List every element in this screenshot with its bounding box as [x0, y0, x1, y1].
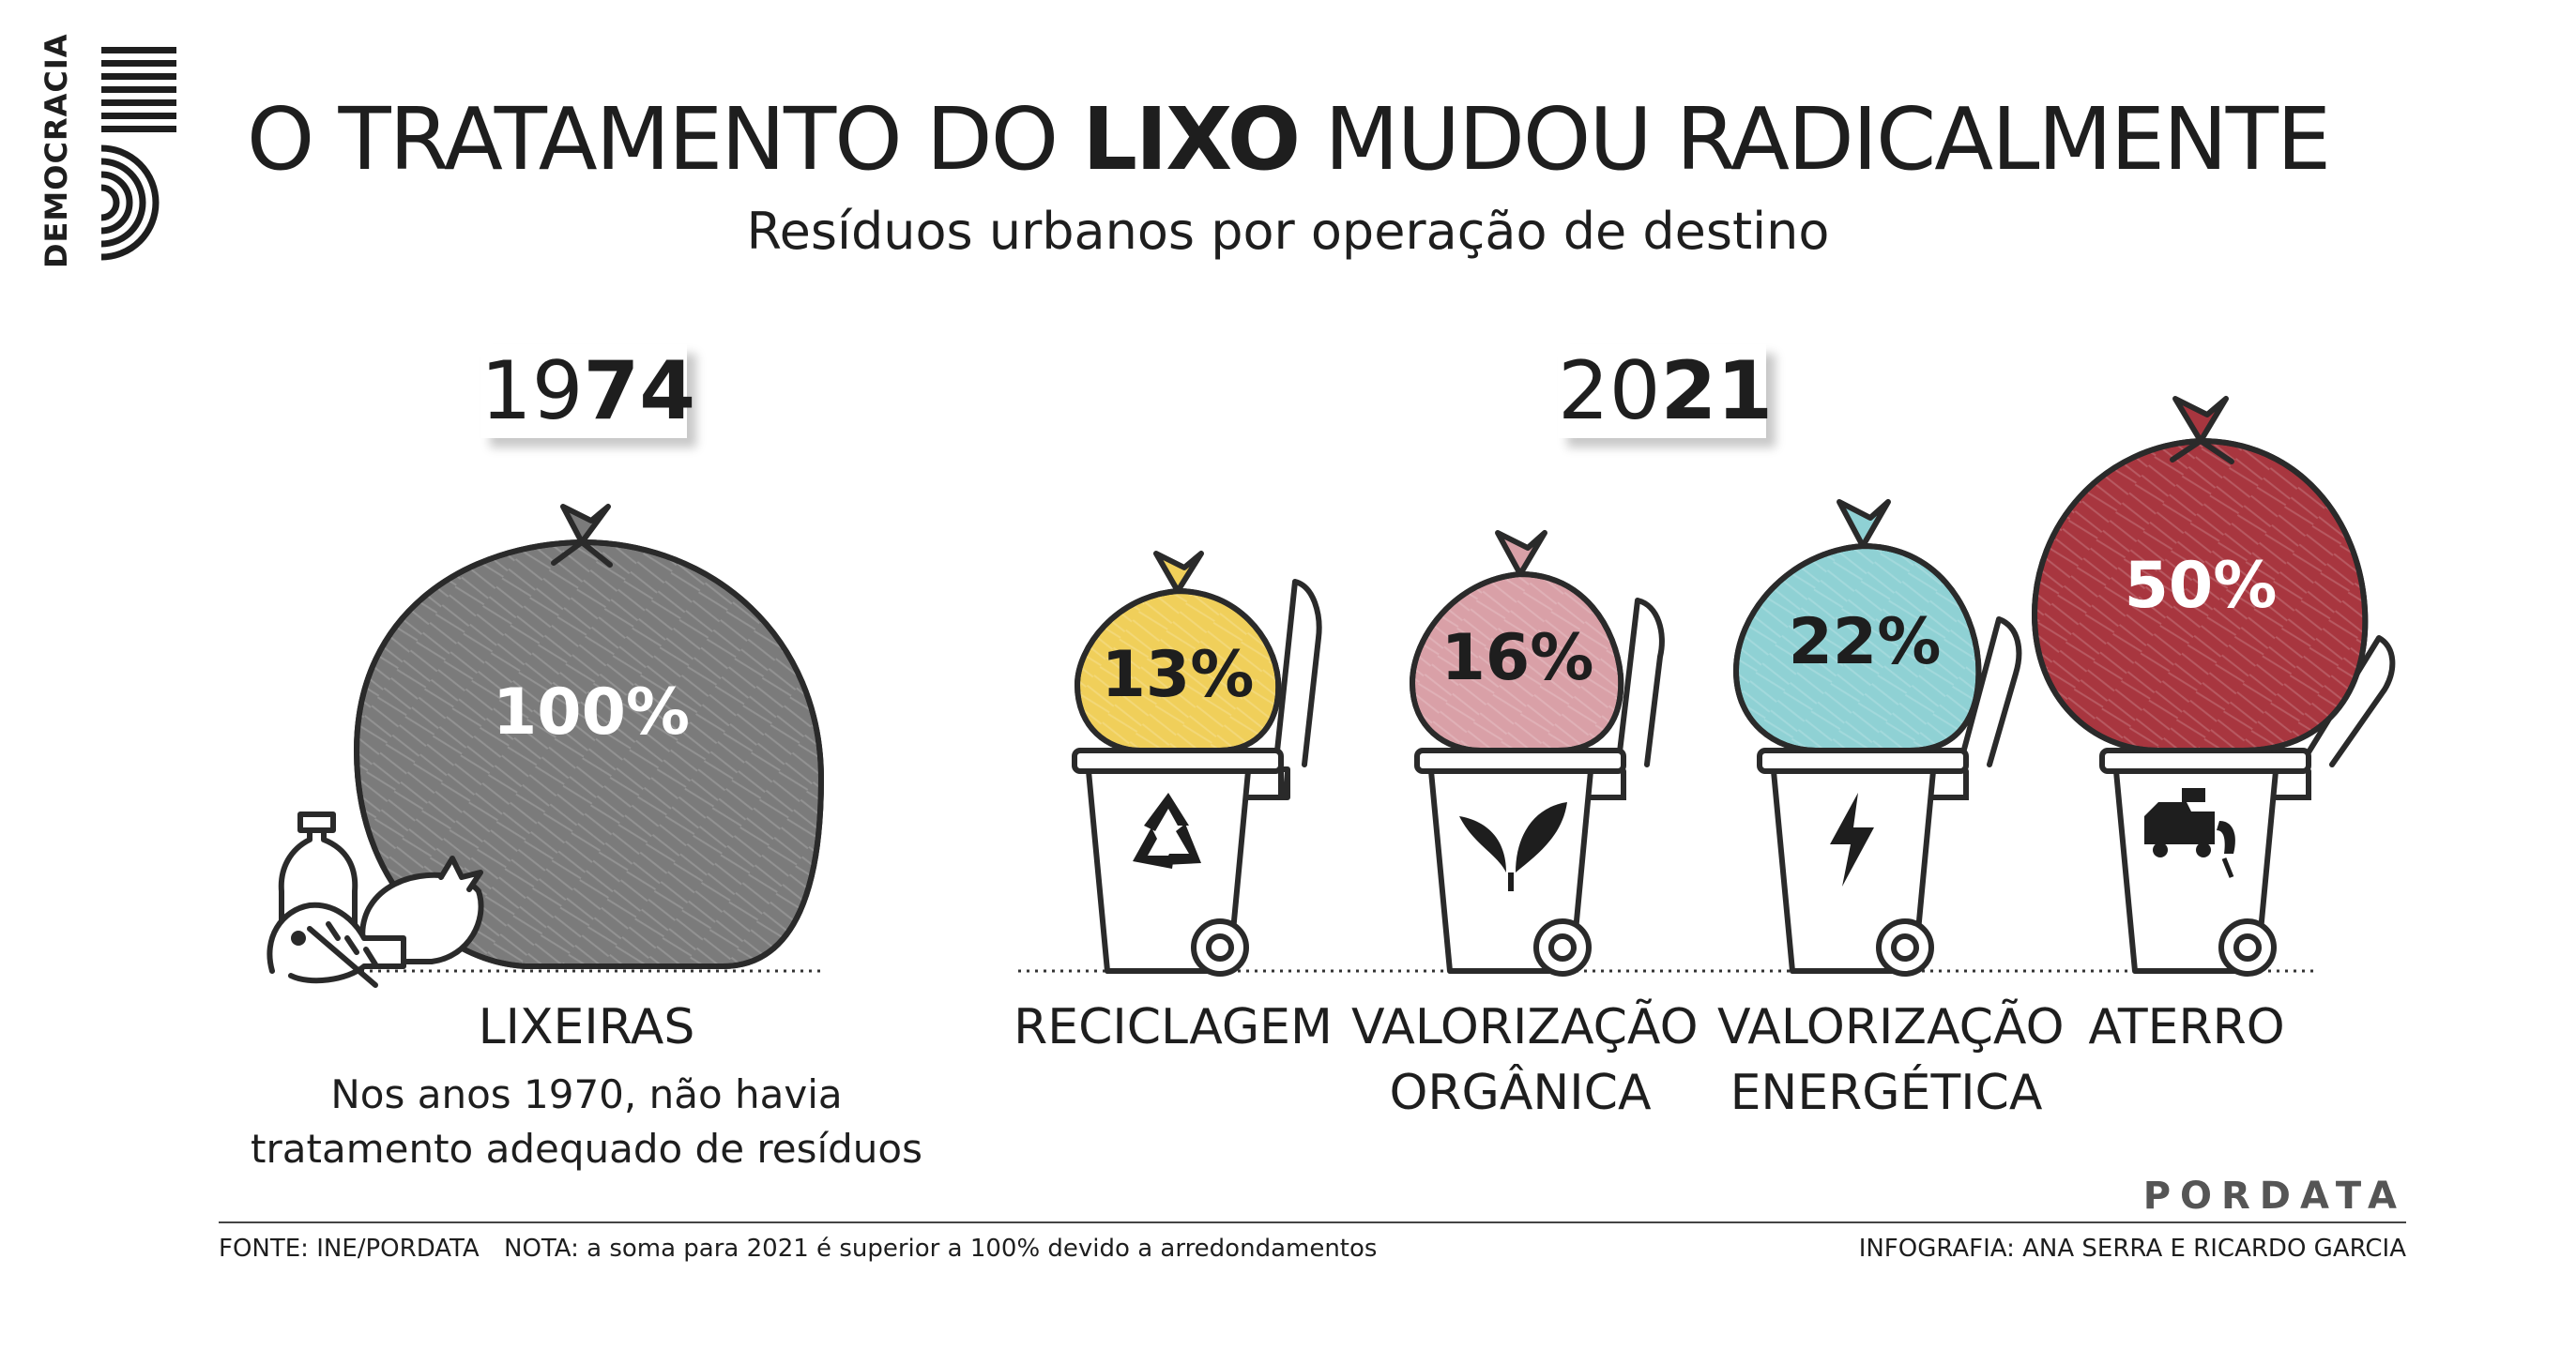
leaf-icon — [1459, 802, 1567, 891]
page-title: O TRATAMENTO DO LIXO MUDOU RADICALMENTE — [246, 89, 2331, 190]
pct-label-aterro: 50% — [2124, 549, 2278, 623]
year-2021-label: 2021 — [1558, 344, 1774, 438]
bag-organica — [1410, 530, 1624, 753]
pct-label-organica: 16% — [1440, 621, 1594, 695]
category-energetica: VALORIZAÇÃO ENERGÉTICA — [1717, 999, 2065, 1121]
category-lixeiras: LIXEIRAS — [478, 999, 695, 1055]
pct-label-reciclagem: 13% — [1101, 638, 1255, 712]
pct-label-energetica: 22% — [1788, 605, 1942, 679]
bag-reciclagem — [1075, 551, 1282, 753]
footer-source: FONTE: INE/PORDATA — [219, 1235, 480, 1263]
recycle-icon — [1133, 793, 1201, 869]
category-reciclagem: RECICLAGEM — [1014, 999, 1333, 1055]
lixeiras-note: Nos anos 1970, não havia tratamento adeq… — [251, 1071, 922, 1172]
pordata-brand: PORDATA — [2142, 1175, 2406, 1218]
footer-note: NOTA: a soma para 2021 é superior a 100%… — [504, 1235, 1378, 1263]
lightning-icon — [1830, 793, 1874, 887]
bin-energetica — [1757, 616, 2022, 977]
litter-icon — [267, 812, 484, 988]
bin-reciclagem — [1072, 579, 1322, 977]
footer-rule — [219, 1221, 2406, 1223]
footer-credit: INFOGRAFIA: ANA SERRA E RICARDO GARCIA — [1858, 1235, 2406, 1263]
bag-aterro — [2032, 396, 2369, 753]
pct-label-lixeiras: 100% — [492, 675, 691, 750]
category-organica: VALORIZAÇÃO ORGÂNICA — [1351, 999, 1699, 1121]
bag-lixeiras — [354, 504, 824, 969]
year-1974-label: 1974 — [480, 344, 696, 438]
democracia-logo-icon — [101, 47, 176, 261]
bag-energetica — [1733, 499, 1982, 753]
landfill-truck-icon — [2144, 788, 2235, 878]
category-aterro: ATERRO — [2088, 999, 2285, 1055]
page-subtitle: Resíduos urbanos por operação de destino — [746, 202, 1830, 261]
